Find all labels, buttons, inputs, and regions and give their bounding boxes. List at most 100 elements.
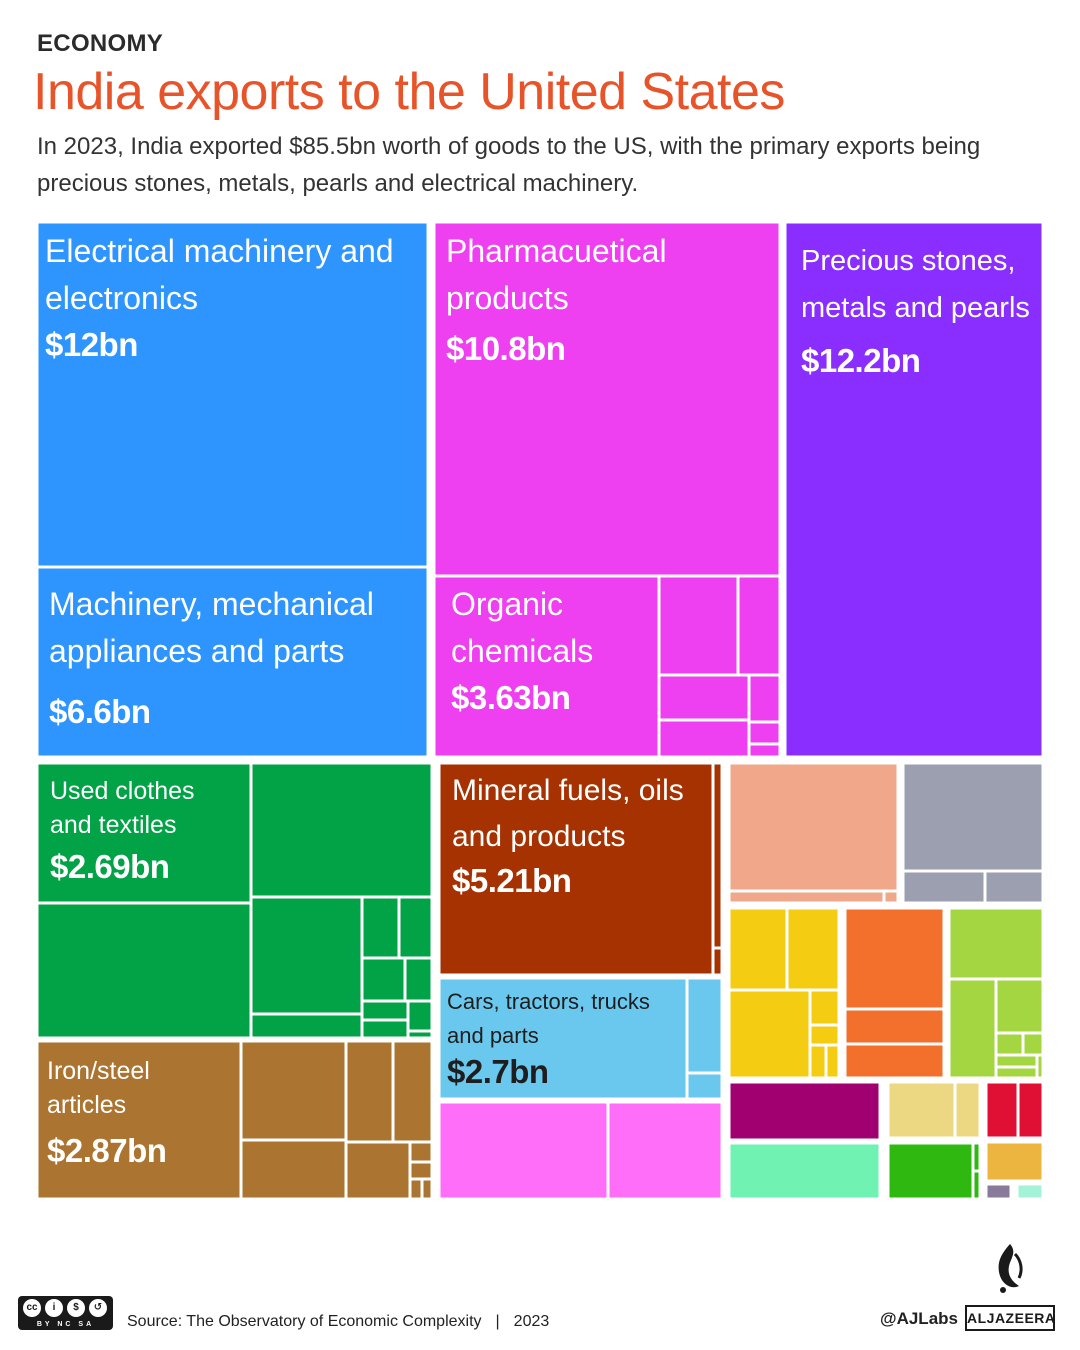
rect-crimson-small bbox=[1016, 1080, 1045, 1140]
rect-pink-large bbox=[437, 1100, 610, 1201]
rect-yellow-small bbox=[808, 1023, 841, 1047]
rect-magenta-small bbox=[736, 574, 782, 677]
rect-brown-small bbox=[420, 1177, 434, 1201]
label-cars-tractors: Cars, tractors, trucks and parts $2.7bn bbox=[447, 985, 682, 1091]
rect-green-small bbox=[360, 956, 407, 1003]
category-name: Used clothes and textiles bbox=[50, 777, 195, 839]
rect-magenta-small bbox=[657, 673, 751, 722]
page-subtitle: In 2023, India exported $85.5bn worth of… bbox=[37, 133, 981, 197]
rect-lime-medium bbox=[947, 977, 998, 1080]
cc-icon: cc bbox=[23, 1299, 41, 1317]
label-iron-steel: Iron/steel articles $2.87bn bbox=[47, 1054, 197, 1170]
rect-lime-large bbox=[947, 906, 1045, 981]
label-organic-chemicals: Organic chemicals $3.63bn bbox=[451, 581, 641, 717]
rect-brown-small bbox=[408, 1140, 434, 1164]
aljazeera-logo-icon bbox=[998, 1244, 1023, 1293]
rect-salmon-large bbox=[727, 761, 900, 893]
rect-lightgreen-small bbox=[971, 1169, 982, 1201]
source-line: Source: The Observatory of Economic Comp… bbox=[127, 1313, 549, 1331]
aljazeera-wordmark: ALJAZEERA bbox=[965, 1305, 1055, 1331]
category-value: $2.87bn bbox=[47, 1132, 167, 1169]
category-value: $5.21bn bbox=[452, 862, 572, 899]
rect-green-medium bbox=[249, 895, 364, 1016]
rect-orange-large bbox=[843, 906, 946, 1011]
rect-plum bbox=[727, 1080, 882, 1142]
category-name: Pharmacuetical products bbox=[446, 233, 667, 316]
category-name: Cars, tractors, trucks and parts bbox=[447, 989, 650, 1048]
sa-icon: ↺ bbox=[89, 1299, 107, 1317]
rect-organic-chemicals bbox=[432, 574, 661, 759]
rect-orange-medium bbox=[843, 1007, 946, 1046]
rect-rust-small bbox=[711, 761, 724, 950]
rect-magenta-small bbox=[747, 673, 782, 724]
rect-rust-small bbox=[711, 946, 724, 977]
rect-brown-small bbox=[344, 1039, 395, 1144]
source-text: Source: The Observatory of Economic Comp… bbox=[127, 1313, 482, 1330]
label-pharmaceutical: Pharmacuetical products $10.8bn bbox=[446, 228, 746, 368]
category-value: $10.8bn bbox=[446, 330, 566, 367]
rect-magenta-small bbox=[657, 718, 751, 759]
rect-machinery-mechanical bbox=[35, 565, 430, 759]
rect-green-small bbox=[360, 999, 410, 1022]
rect-green-large bbox=[35, 901, 253, 1040]
category-name: Precious stones, metals and pearls bbox=[801, 245, 1030, 324]
rect-salmon-small bbox=[727, 889, 886, 905]
creative-commons-badge: cc i $ ↺ BY NC SA bbox=[18, 1296, 113, 1330]
rect-gray-small bbox=[901, 869, 987, 905]
rect-brown-small bbox=[408, 1160, 434, 1181]
rect-lime-small bbox=[1021, 1031, 1045, 1057]
rect-green-small bbox=[249, 1012, 364, 1040]
label-machinery-mechanical: Machinery, mechanical appliances and par… bbox=[49, 581, 434, 731]
label-mineral-fuels: Mineral fuels, oils and products $5.21bn bbox=[452, 768, 712, 900]
rect-green-large bbox=[249, 761, 434, 899]
rect-lime-small bbox=[994, 1053, 1039, 1069]
rect-green-small bbox=[403, 956, 434, 1003]
source-separator: | bbox=[495, 1313, 500, 1330]
rect-yellow-small bbox=[808, 988, 841, 1027]
rect-green-small bbox=[406, 1029, 434, 1040]
rect-brown-medium bbox=[239, 1138, 348, 1201]
rect-salmon-small bbox=[882, 889, 900, 905]
rect-crimson-large bbox=[984, 1080, 1020, 1140]
category-name: Organic chemicals bbox=[451, 586, 594, 669]
category-value: $2.69bn bbox=[50, 848, 170, 885]
source-year: 2023 bbox=[513, 1313, 550, 1330]
page-title: India exports to the United States bbox=[33, 63, 785, 121]
rect-mustard bbox=[984, 1140, 1045, 1183]
rect-brown-small bbox=[391, 1039, 434, 1144]
rect-yellow-medium bbox=[727, 988, 812, 1080]
license-text: BY NC SA bbox=[36, 1321, 95, 1328]
ajlabs-handle: @AJLabs bbox=[880, 1309, 958, 1328]
rect-lime-medium bbox=[994, 977, 1045, 1035]
category-name: Machinery, mechanical appliances and par… bbox=[49, 586, 374, 669]
category-value: $3.63bn bbox=[451, 679, 571, 716]
category-value: $12.2bn bbox=[801, 342, 921, 379]
category-value: $2.7bn bbox=[447, 1053, 549, 1090]
category-value: $12bn bbox=[45, 326, 138, 363]
rect-lightgreen-small bbox=[971, 1141, 982, 1173]
rect-mauve bbox=[984, 1182, 1013, 1201]
category-name: Iron/steel articles bbox=[47, 1057, 150, 1119]
nc-icon: $ bbox=[67, 1299, 85, 1317]
rect-mineral-fuels bbox=[437, 761, 715, 977]
rect-lime-small bbox=[994, 1031, 1025, 1057]
rect-cars-tractors bbox=[437, 976, 689, 1101]
rect-gray-large bbox=[901, 761, 1045, 873]
rect-lime-small bbox=[1035, 1053, 1045, 1080]
rect-pink-large bbox=[606, 1100, 724, 1201]
rect-green-small bbox=[397, 895, 434, 960]
label-used-clothes: Used clothes and textiles $2.69bn bbox=[50, 774, 240, 886]
label-electrical-machinery: Electrical machinery and electronics $12… bbox=[45, 228, 425, 364]
rect-magenta-small bbox=[747, 742, 782, 759]
category-name: Mineral fuels, oils and products bbox=[452, 774, 684, 853]
rect-yellow-large bbox=[785, 906, 841, 992]
rect-mint bbox=[727, 1141, 882, 1201]
rect-orange-medium bbox=[843, 1042, 946, 1080]
rect-green-small bbox=[360, 1018, 410, 1040]
rect-green-small bbox=[406, 999, 434, 1033]
rect-sky-small bbox=[685, 1071, 724, 1101]
rect-iron-steel bbox=[35, 1039, 243, 1201]
rect-electrical-machinery bbox=[35, 220, 430, 569]
rect-sky-small bbox=[685, 976, 724, 1075]
